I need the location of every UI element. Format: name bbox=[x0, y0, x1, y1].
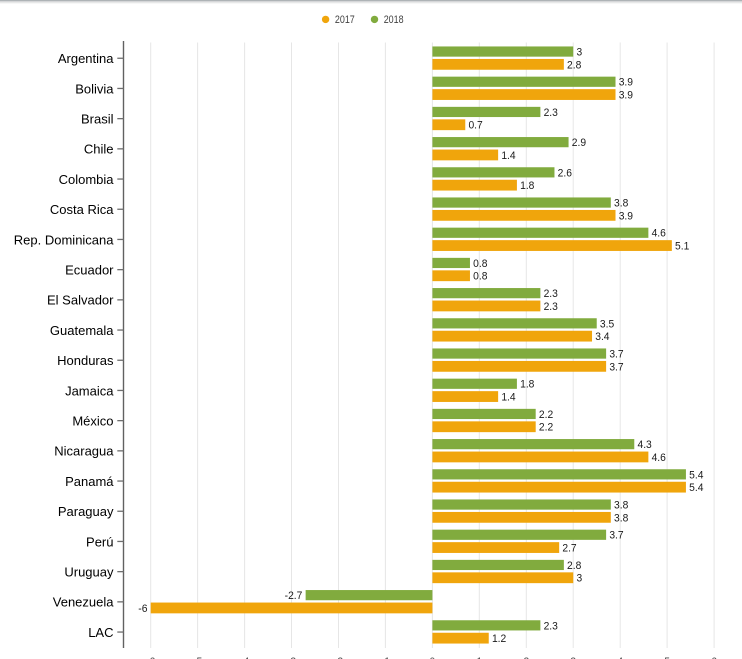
svg-text:0.8: 0.8 bbox=[473, 258, 487, 270]
svg-text:3.8: 3.8 bbox=[614, 512, 628, 524]
svg-text:Argentina: Argentina bbox=[58, 51, 114, 66]
svg-text:Bolivia: Bolivia bbox=[75, 81, 114, 96]
svg-text:Ecuador: Ecuador bbox=[65, 262, 114, 277]
svg-text:3: 3 bbox=[576, 46, 582, 58]
svg-text:3: 3 bbox=[570, 656, 576, 659]
svg-text:3.5: 3.5 bbox=[600, 318, 614, 330]
svg-text:1.2: 1.2 bbox=[492, 633, 506, 645]
svg-text:3: 3 bbox=[576, 573, 582, 585]
svg-text:3.9: 3.9 bbox=[619, 210, 633, 222]
svg-text:El Salvador: El Salvador bbox=[47, 293, 114, 308]
svg-text:2.2: 2.2 bbox=[539, 409, 553, 421]
svg-text:3.9: 3.9 bbox=[619, 77, 633, 89]
svg-text:Uruguay: Uruguay bbox=[64, 564, 114, 579]
svg-text:2.3: 2.3 bbox=[544, 301, 558, 313]
svg-text:5.4: 5.4 bbox=[689, 482, 703, 494]
svg-text:Colombia: Colombia bbox=[59, 172, 115, 187]
svg-text:Venezuela: Venezuela bbox=[53, 595, 114, 610]
svg-text:Costa Rica: Costa Rica bbox=[50, 202, 114, 217]
svg-text:-6: -6 bbox=[138, 603, 147, 615]
svg-text:1.4: 1.4 bbox=[501, 391, 515, 403]
svg-text:Paraguay: Paraguay bbox=[58, 504, 114, 519]
svg-text:Perú: Perú bbox=[86, 534, 113, 549]
svg-text:-5: -5 bbox=[193, 656, 202, 659]
svg-text:1: 1 bbox=[476, 656, 482, 659]
svg-text:Guatemala: Guatemala bbox=[50, 323, 114, 338]
svg-text:Nicaragua: Nicaragua bbox=[54, 444, 114, 459]
svg-text:2.2: 2.2 bbox=[539, 422, 553, 434]
svg-text:4: 4 bbox=[617, 656, 623, 659]
svg-text:Chile: Chile bbox=[84, 142, 114, 157]
svg-text:3.7: 3.7 bbox=[609, 348, 623, 360]
svg-text:1.8: 1.8 bbox=[520, 379, 534, 391]
svg-text:5: 5 bbox=[664, 656, 670, 659]
svg-text:-6: -6 bbox=[146, 656, 155, 659]
svg-text:0.8: 0.8 bbox=[473, 271, 487, 283]
svg-text:Rep. Dominicana: Rep. Dominicana bbox=[14, 232, 114, 247]
svg-text:2.6: 2.6 bbox=[558, 167, 572, 179]
svg-text:México: México bbox=[72, 413, 113, 428]
svg-text:2018: 2018 bbox=[384, 14, 404, 26]
svg-text:2: 2 bbox=[523, 656, 529, 659]
svg-text:3.9: 3.9 bbox=[619, 89, 633, 101]
svg-text:2.8: 2.8 bbox=[567, 560, 581, 572]
svg-text:4.6: 4.6 bbox=[652, 228, 666, 240]
svg-text:1.8: 1.8 bbox=[520, 180, 534, 192]
svg-text:2.3: 2.3 bbox=[544, 620, 558, 632]
svg-text:3.8: 3.8 bbox=[614, 499, 628, 511]
svg-text:-1: -1 bbox=[381, 656, 390, 659]
svg-text:2.7: 2.7 bbox=[562, 542, 576, 554]
svg-text:5.1: 5.1 bbox=[675, 240, 689, 252]
svg-text:6: 6 bbox=[711, 656, 717, 659]
svg-text:Panamá: Panamá bbox=[65, 474, 114, 489]
svg-text:2.3: 2.3 bbox=[544, 288, 558, 300]
svg-text:Brasil: Brasil bbox=[81, 111, 114, 126]
svg-text:0: 0 bbox=[430, 656, 436, 659]
svg-text:-3: -3 bbox=[287, 656, 296, 659]
svg-text:-4: -4 bbox=[240, 656, 249, 659]
svg-text:5.4: 5.4 bbox=[689, 469, 703, 481]
svg-text:3.7: 3.7 bbox=[609, 530, 623, 542]
svg-text:LAC: LAC bbox=[88, 625, 113, 640]
svg-text:2.3: 2.3 bbox=[544, 107, 558, 119]
svg-text:2.8: 2.8 bbox=[567, 59, 581, 71]
svg-text:-2.7: -2.7 bbox=[285, 590, 303, 602]
svg-text:4.3: 4.3 bbox=[637, 439, 651, 451]
svg-text:3.7: 3.7 bbox=[609, 361, 623, 373]
svg-text:2017: 2017 bbox=[335, 14, 355, 26]
svg-text:2.9: 2.9 bbox=[572, 137, 586, 149]
svg-text:1.4: 1.4 bbox=[501, 150, 515, 162]
svg-text:Jamaica: Jamaica bbox=[65, 383, 114, 398]
svg-text:-2: -2 bbox=[334, 656, 343, 659]
svg-text:3.4: 3.4 bbox=[595, 331, 609, 343]
svg-text:Honduras: Honduras bbox=[57, 353, 114, 368]
svg-text:3.8: 3.8 bbox=[614, 197, 628, 209]
svg-text:0.7: 0.7 bbox=[468, 120, 482, 132]
svg-text:4.6: 4.6 bbox=[652, 452, 666, 464]
